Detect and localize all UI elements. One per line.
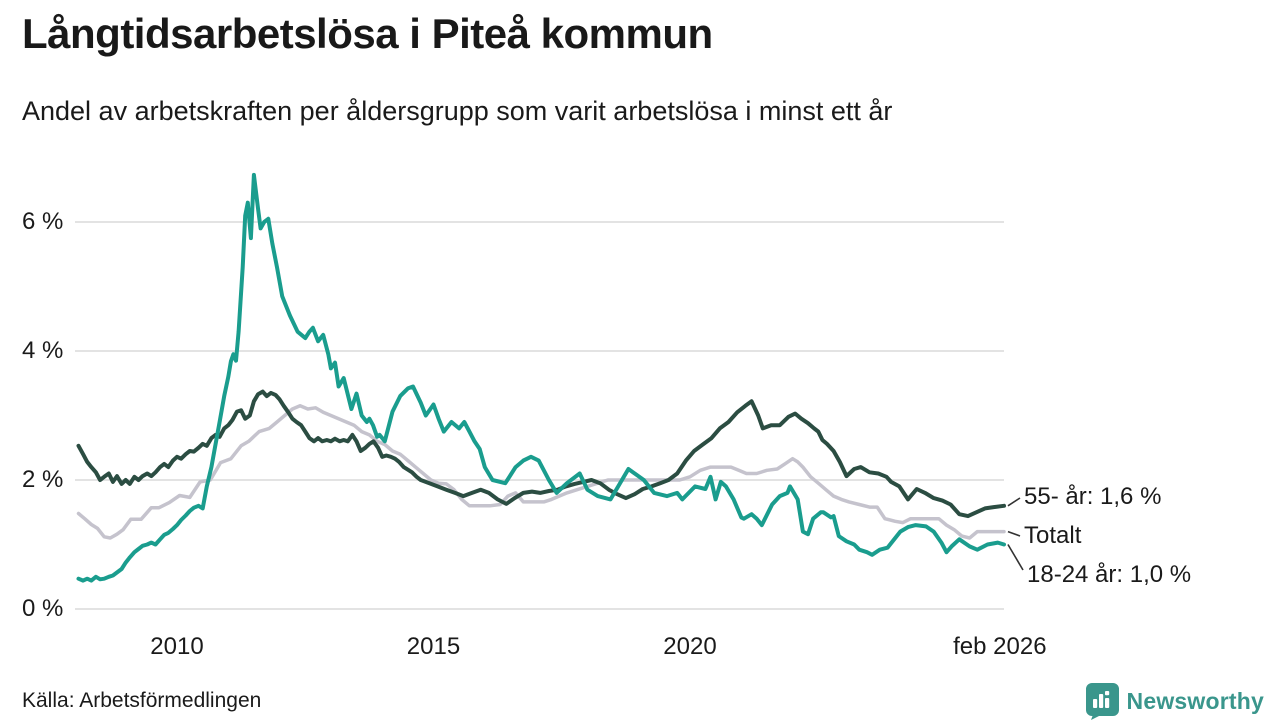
source-attribution: Källa: Arbetsförmedlingen [22, 689, 262, 712]
newsworthy-logo[interactable]: Newsworthy [1084, 682, 1264, 720]
leader-line-1 [1007, 530, 1021, 537]
x-axis-tick-feb-2026: feb 2026 [953, 633, 1047, 660]
y-axis-tick-0: 0 % [22, 595, 64, 622]
series-line-Totalt [76, 404, 1006, 540]
series-line-18-24år [76, 172, 1006, 583]
series-line-55-år [76, 389, 1006, 519]
x-axis-tick-2020: 2020 [663, 633, 717, 660]
annotation-series-totalt: Totalt [1024, 522, 1082, 549]
annotation-series-18-24: 18-24 år: 1,0 % [1027, 561, 1192, 588]
page-subtitle: Andel av arbetskraften per åldersgrupp s… [22, 96, 893, 126]
x-axis-tick-2010: 2010 [150, 633, 204, 660]
newsworthy-logo-text: Newsworthy [1126, 687, 1264, 714]
y-axis-tick-4: 4 % [22, 337, 64, 364]
y-axis-tick-2: 2 % [22, 466, 64, 493]
y-axis-tick-6: 6 % [22, 208, 64, 235]
leader-line-2 [1007, 544, 1024, 571]
page-title: Långtidsarbetslösa i Piteå kommun [22, 10, 713, 57]
newsworthy-logo-icon [1085, 683, 1119, 720]
x-axis-tick-2015: 2015 [406, 633, 461, 660]
annotation-series-55: 55- år: 1,6 % [1024, 483, 1162, 510]
leader-line-0 [1007, 497, 1021, 507]
